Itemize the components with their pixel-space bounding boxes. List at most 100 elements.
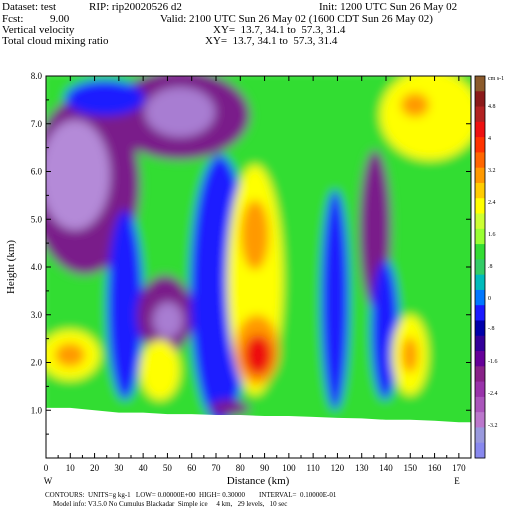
- field-blob-top-lavender: [145, 87, 215, 137]
- field-blob-blue-left: [107, 210, 143, 400]
- model-info-line: Model info: V3.5.0 No Cumulus Blackadar …: [53, 500, 288, 508]
- colorbar-swatch: [475, 228, 485, 245]
- field2-label: Total cloud mixing ratio: [2, 35, 109, 47]
- x-tick-label: 160: [428, 463, 442, 473]
- x-tick-label: 110: [307, 463, 321, 473]
- field1-label: Vertical velocity: [2, 24, 75, 36]
- x-tick-label: 70: [212, 463, 222, 473]
- field-blob-topright-yellow: [380, 76, 471, 160]
- field-blob-left-orange: [55, 343, 85, 367]
- y-tick-label: 1.0: [31, 405, 43, 415]
- terrain-fill: [46, 407, 471, 458]
- field-blob-mid-lavender: [153, 302, 183, 338]
- colorbar-swatch: [475, 335, 485, 352]
- colorbar-swatch: [475, 91, 485, 108]
- x-tick-label: 20: [90, 463, 100, 473]
- y-tick-label: 7.0: [31, 119, 43, 129]
- x-right-end-label: E: [454, 476, 460, 486]
- x-tick-label: 100: [282, 463, 296, 473]
- colorbar-label: -3.2: [488, 423, 498, 429]
- valid-label: Valid: 2100 UTC Sun 26 May 02 (1600 CDT …: [160, 13, 433, 25]
- y-tick-label: 8.0: [31, 71, 43, 81]
- contours-line: CONTOURS: UNITS=g kg-1 LOW= 0.00000E+00 …: [45, 491, 337, 499]
- init-label: Init: 1200 UTC Sun 26 May 02: [319, 1, 458, 13]
- colorbar-swatch: [475, 167, 485, 184]
- shaded-field: [46, 76, 471, 458]
- colorbar-label: 4: [488, 136, 491, 142]
- field-blob-right-blue-2: [371, 260, 399, 400]
- fcst-label: Fcst:: [2, 13, 24, 25]
- colorbar-swatch: [475, 274, 485, 291]
- field-blob-left-lavender: [46, 120, 110, 230]
- x-axis-label: Distance (km): [227, 475, 290, 487]
- x-tick-label: 30: [114, 463, 124, 473]
- colorbar-swatch: [475, 366, 485, 383]
- x-tick-label: 150: [404, 463, 418, 473]
- field1-xy: XY= 13.7, 34.1 to 57.3, 31.4: [213, 24, 346, 36]
- colorbar-label: -.8: [488, 326, 495, 332]
- x-tick-label: 0: [44, 463, 49, 473]
- x-left-end-label: W: [44, 476, 53, 486]
- x-tick-label: 60: [187, 463, 197, 473]
- colorbar-swatch: [475, 76, 485, 92]
- field-blob-right-orange: [402, 337, 418, 373]
- colorbar-swatch: [475, 396, 485, 413]
- x-tick-label: 90: [260, 463, 270, 473]
- field-blob-lowright-green: [435, 280, 465, 380]
- y-tick-label: 4.0: [31, 262, 43, 272]
- field-blob-mid-yellow: [140, 340, 180, 400]
- field-blob-top-blue: [65, 80, 145, 116]
- colorbar-swatch: [475, 412, 485, 428]
- field-blob-bottom-purple: [210, 400, 250, 416]
- colorbar-swatch: [475, 198, 485, 215]
- colorbar-swatch: [475, 427, 485, 444]
- x-tick-label: 170: [452, 463, 466, 473]
- colorbar-swatch: [475, 213, 485, 230]
- colorbar-label: 2.4: [488, 200, 496, 206]
- colorbar-swatch: [475, 305, 485, 321]
- y-tick-label: 3.0: [31, 310, 43, 320]
- x-tick-label: 140: [379, 463, 393, 473]
- colorbar-swatch: [475, 442, 485, 459]
- colorbar-swatch: [475, 289, 485, 306]
- field-blob-center-orange-up: [241, 200, 269, 270]
- colorbar-label: -2.4: [488, 391, 498, 397]
- x-tick-label: 120: [331, 463, 345, 473]
- fcst-value: 9.00: [50, 13, 70, 25]
- dataset-label: Dataset: test: [2, 1, 57, 13]
- colorbar-swatch: [475, 152, 485, 169]
- y-tick-label: 2.0: [31, 358, 43, 368]
- colorbar-unit: cm s-1: [488, 76, 504, 82]
- y-axis-label: Height (km): [5, 240, 17, 294]
- colorbar-label: -1.6: [488, 359, 498, 365]
- colorbar-swatch: [475, 106, 485, 123]
- colorbar-label: .8: [488, 264, 493, 270]
- field-blob-topright-orange: [401, 93, 429, 117]
- colorbar-swatch: [475, 244, 485, 260]
- x-tick-label: 40: [139, 463, 149, 473]
- colorbar-swatch: [475, 259, 485, 276]
- colorbar-swatch: [475, 137, 485, 153]
- colorbar-swatch: [475, 320, 485, 337]
- colorbar-swatch: [475, 351, 485, 367]
- y-tick-label: 6.0: [31, 167, 43, 177]
- y-tick-label: 5.0: [31, 214, 43, 224]
- colorbar-label: 0: [488, 296, 491, 302]
- colorbar-swatch: [475, 121, 485, 138]
- field-blob-center-red: [244, 335, 272, 375]
- x-tick-label: 10: [66, 463, 76, 473]
- colorbar-label: 1.6: [488, 232, 496, 238]
- y-axis: 1.0 2.0 3.0 4.0 5.0 6.0 7.0 8.0: [31, 71, 471, 435]
- colorbar-swatch: [475, 381, 485, 398]
- colorbar-label: 3.2: [488, 168, 496, 174]
- x-tick-label: 50: [163, 463, 173, 473]
- field2-xy: XY= 13.7, 34.1 to 57.3, 31.4: [205, 35, 338, 47]
- x-tick-label: 130: [355, 463, 369, 473]
- colorbar: 4.8 4 3.2 2.4 1.6 .8 0 -.8 -1.6 -2.4 -3.2: [474, 75, 498, 459]
- rip-label: RIP: rip20020526 d2: [89, 1, 182, 13]
- colorbar-frame: [474, 75, 486, 459]
- field-blob-right-blue-1: [321, 190, 349, 410]
- x-axis: 0 10 20 30 40 50 60 70 80 90 100 110 120 130 140 150 160…: [44, 76, 466, 473]
- colorbar-swatch: [475, 182, 485, 199]
